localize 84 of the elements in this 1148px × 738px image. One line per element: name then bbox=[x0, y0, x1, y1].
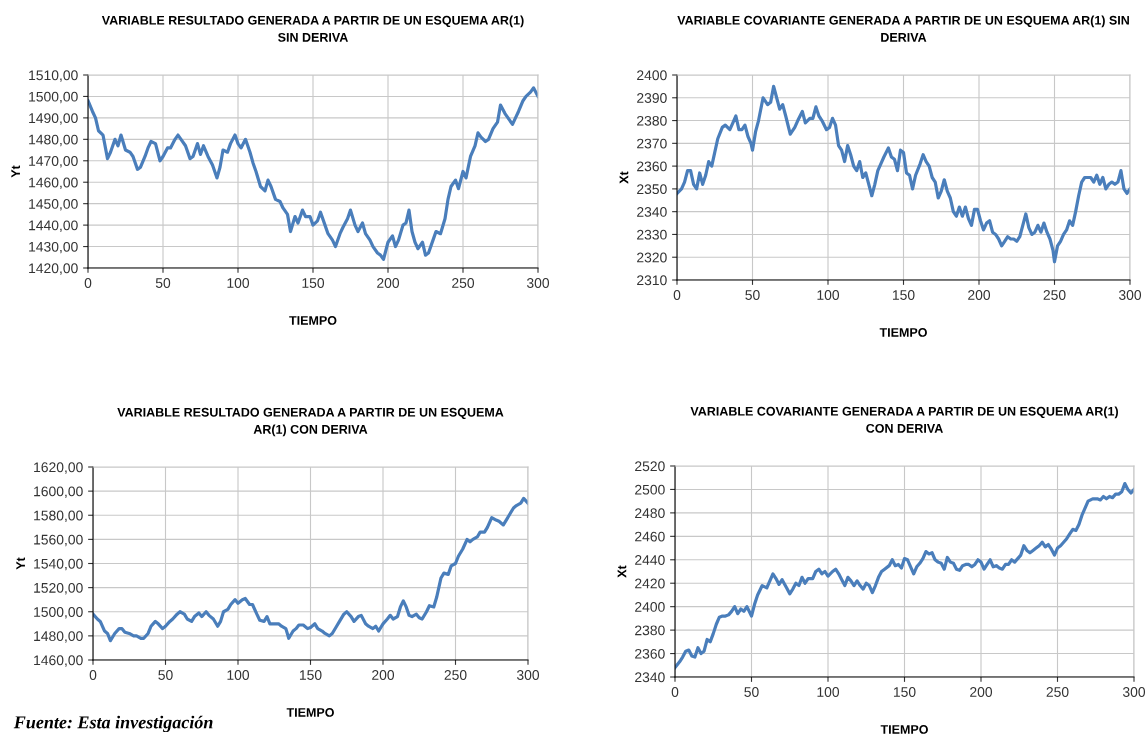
y-tick-label: 1540,00 bbox=[34, 558, 83, 571]
y-tick-label: 1600,00 bbox=[34, 486, 83, 498]
x-tick-label: 100 bbox=[227, 670, 250, 680]
chart-title: VARIABLE RESULTADO GENERADA A PARTIR DE UN ESQUEMA AR(1) CON DERIVA bbox=[117, 407, 504, 437]
y-axis-title: Yt bbox=[16, 557, 26, 570]
y-tick-label: 2340 bbox=[637, 207, 667, 217]
y-tick-label: 1620,00 bbox=[34, 462, 83, 474]
x-tick-label: 0 bbox=[673, 290, 681, 300]
y-tick-label: 2460 bbox=[635, 531, 665, 542]
x-axis-title: TIEMPO bbox=[289, 316, 337, 325]
x-tick-label: 250 bbox=[444, 670, 467, 680]
y-tick-label: 2370 bbox=[637, 138, 667, 149]
source-note: Fuente: Esta investigación bbox=[13, 715, 213, 733]
y-tick-label: 1500,00 bbox=[29, 91, 78, 104]
x-tick-label: 50 bbox=[744, 687, 759, 697]
x-tick-label: 0 bbox=[84, 278, 92, 288]
y-tick-label: 2350 bbox=[637, 184, 667, 195]
y-tick-label: 1440,00 bbox=[29, 220, 78, 232]
x-tick-label: 150 bbox=[302, 278, 325, 288]
y-tick-label: 1580,00 bbox=[34, 510, 83, 523]
y-tick-label: 2520 bbox=[635, 461, 665, 472]
y-tick-label: 1480,00 bbox=[29, 134, 78, 147]
x-axis-title: TIEMPO bbox=[286, 708, 334, 717]
y-tick-label: 1480,00 bbox=[34, 631, 83, 643]
y-tick-label: 2380 bbox=[637, 115, 667, 126]
y-tick-label: 2480 bbox=[635, 508, 665, 519]
y-axis-title: Xt bbox=[619, 171, 629, 184]
x-axis-title: TIEMPO bbox=[879, 328, 927, 337]
y-tick-label: 1470,00 bbox=[29, 156, 78, 168]
y-tick-label: 2340 bbox=[635, 672, 665, 683]
x-tick-label: 200 bbox=[377, 278, 400, 288]
x-tick-label: 50 bbox=[155, 278, 171, 288]
x-tick-label: 50 bbox=[158, 670, 173, 680]
y-tick-label: 1430,00 bbox=[29, 241, 78, 254]
x-tick-label: 200 bbox=[970, 687, 993, 697]
y-tick-label: 1520,00 bbox=[34, 582, 83, 595]
line-series bbox=[677, 84, 1130, 264]
line-series bbox=[675, 481, 1134, 670]
y-tick-label: 2310 bbox=[637, 275, 667, 286]
x-tick-label: 100 bbox=[817, 290, 840, 300]
y-tick-label: 1460,00 bbox=[29, 177, 78, 190]
y-tick-label: 2500 bbox=[635, 484, 665, 495]
y-tick-label: 2360 bbox=[637, 161, 667, 172]
line-series bbox=[93, 496, 528, 643]
x-tick-label: 50 bbox=[745, 290, 760, 300]
x-tick-label: 100 bbox=[817, 687, 840, 697]
x-tick-label: 300 bbox=[516, 670, 540, 680]
x-tick-label: 100 bbox=[227, 278, 250, 288]
x-tick-label: 200 bbox=[372, 670, 395, 680]
x-tick-label: 250 bbox=[1043, 290, 1066, 300]
y-tick-label: 1500,00 bbox=[34, 607, 83, 619]
x-axis-title: TIEMPO bbox=[880, 725, 928, 734]
y-tick-label: 2320 bbox=[637, 252, 667, 263]
chart-title: VARIABLE COVARIANTE GENERADA A PARTIR DE UN ESQUEMA AR(1) CON DERIVA bbox=[690, 406, 1118, 433]
y-tick-label: 1460,00 bbox=[34, 655, 83, 667]
y-tick-label: 2360 bbox=[635, 648, 665, 659]
x-tick-label: 200 bbox=[968, 290, 991, 300]
y-tick-label: 1560,00 bbox=[34, 534, 83, 547]
x-tick-label: 150 bbox=[299, 670, 322, 680]
y-tick-label: 2400 bbox=[637, 70, 667, 81]
chart-title: VARIABLE RESULTADO GENERADA A PARTIR DE UN ESQUEMA AR(1) SIN DERIVA bbox=[101, 15, 524, 42]
x-tick-label: 300 bbox=[1118, 290, 1142, 300]
x-tick-label: 150 bbox=[892, 290, 915, 300]
x-tick-label: 150 bbox=[893, 687, 916, 697]
y-tick-label: 2420 bbox=[635, 578, 665, 589]
x-tick-label: 250 bbox=[1046, 687, 1069, 697]
y-tick-label: 2390 bbox=[637, 93, 667, 103]
x-tick-label: 300 bbox=[1122, 687, 1146, 697]
y-tick-label: 2400 bbox=[635, 602, 665, 612]
y-tick-label: 1490,00 bbox=[29, 113, 78, 125]
y-tick-label: 2380 bbox=[635, 625, 665, 636]
y-tick-label: 1450,00 bbox=[29, 199, 78, 211]
y-tick-label: 1510,00 bbox=[29, 70, 78, 82]
line-series bbox=[88, 86, 538, 262]
y-tick-label: 1420,00 bbox=[29, 263, 78, 275]
x-tick-label: 0 bbox=[671, 687, 679, 697]
y-tick-label: 2330 bbox=[637, 229, 667, 240]
x-tick-label: 300 bbox=[526, 278, 550, 288]
chart-title: VARIABLE COVARIANTE GENERADA A PARTIR DE UN ESQUEMA AR(1) SIN DERIVA bbox=[677, 15, 1129, 42]
y-tick-label: 2440 bbox=[635, 555, 665, 565]
x-tick-label: 0 bbox=[89, 670, 97, 680]
x-tick-label: 250 bbox=[452, 278, 475, 288]
y-axis-title: Xt bbox=[617, 565, 627, 578]
y-axis-title: Yt bbox=[11, 165, 21, 178]
